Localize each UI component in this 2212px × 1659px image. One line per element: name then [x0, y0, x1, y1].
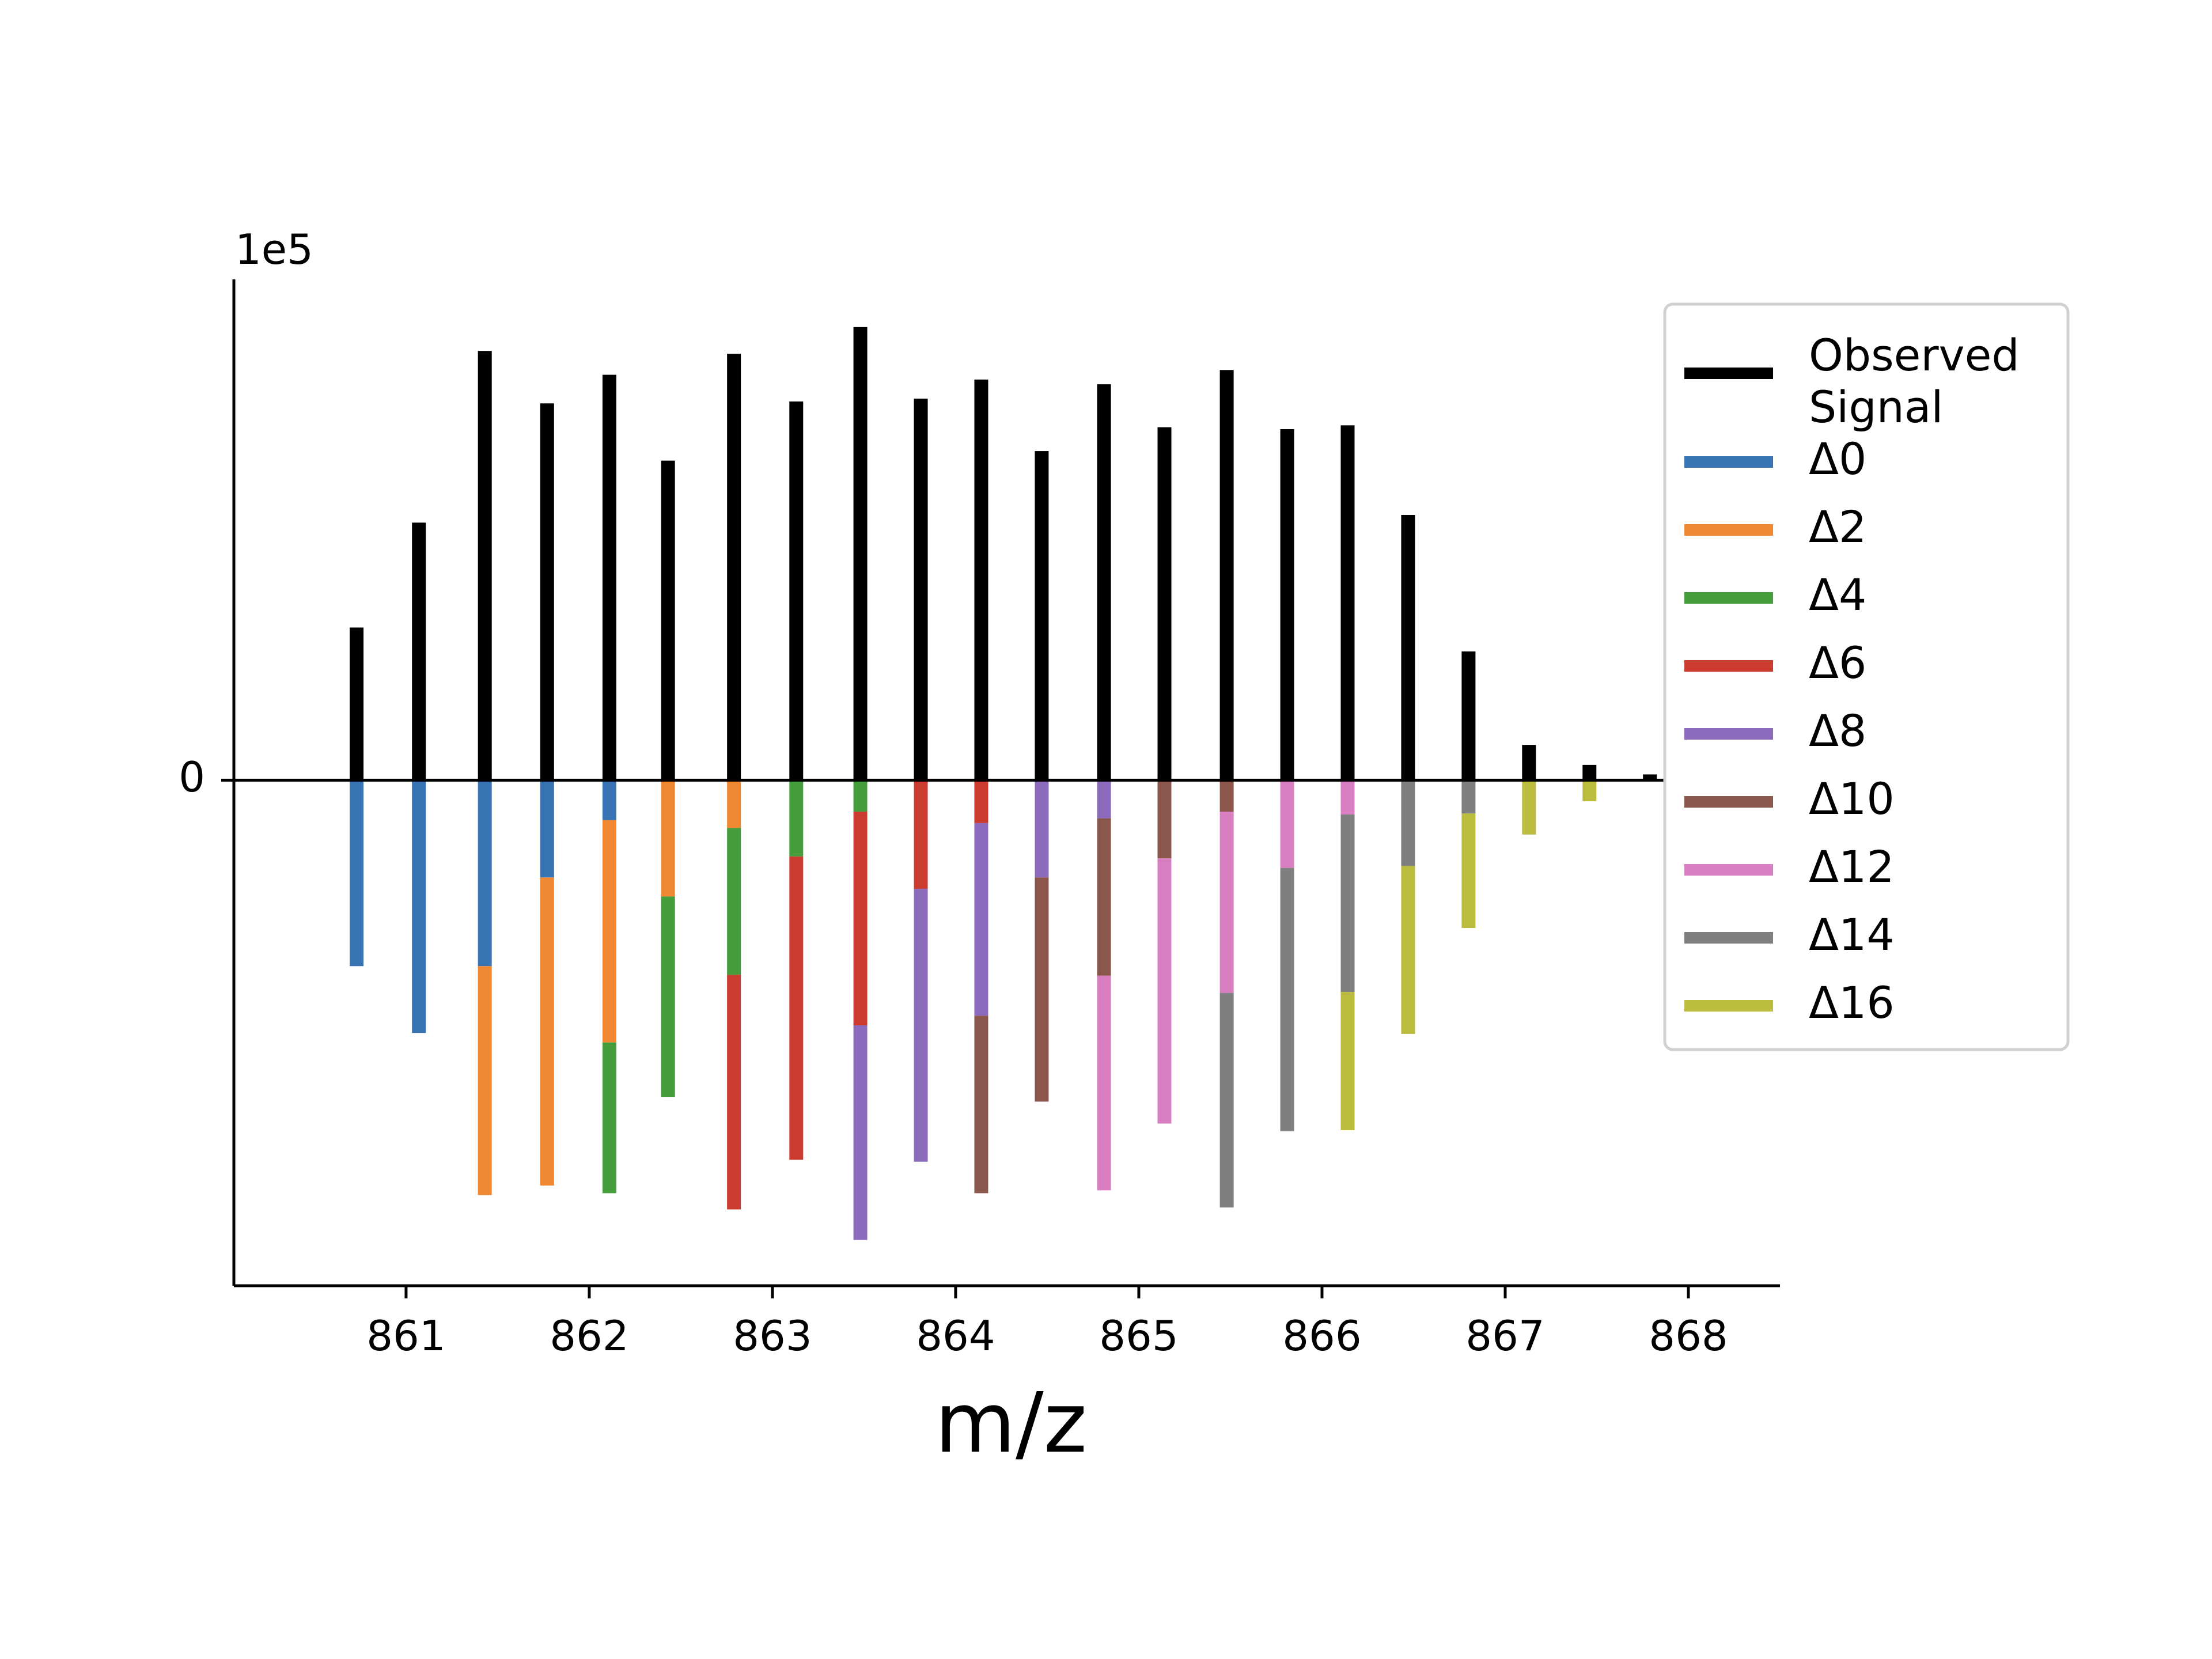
decomp-bar-segment-delta4: [602, 1042, 616, 1194]
legend-label-delta0: Δ0: [1809, 433, 1866, 484]
decomp-bar-segment-delta6: [853, 812, 868, 1025]
decomp-bar-segment-delta0: [350, 780, 364, 967]
decomp-bar-segment-delta4: [789, 780, 804, 857]
x-tick-label-868: 868: [1649, 1312, 1728, 1360]
x-tick-label-863: 863: [733, 1312, 812, 1360]
y-tick-label-0: 0: [179, 753, 205, 801]
decomp-bar-segment-delta12: [1157, 858, 1172, 1124]
decomp-bar-segment-delta0: [478, 780, 492, 967]
observed-bar: [1219, 370, 1234, 781]
legend-label-delta8: Δ8: [1809, 705, 1866, 756]
decomp-bar-segment-delta8: [974, 823, 988, 1016]
decomposition-bars: [350, 780, 1597, 1240]
decomp-bar-segment-delta0: [540, 780, 554, 878]
x-tick-label-861: 861: [366, 1312, 445, 1360]
decomp-bar-segment-delta0: [602, 780, 616, 820]
decomp-bar-segment-delta12: [1340, 780, 1355, 815]
legend-label-delta2: Δ2: [1809, 501, 1866, 552]
decomp-bar-segment-delta2: [602, 820, 616, 1043]
decomp-bar-segment-delta10: [1219, 780, 1234, 812]
observed-bar: [412, 522, 426, 781]
decomp-bar-segment-delta6: [727, 975, 741, 1210]
plot-area: 861 862 863 864 865 866 867 868 0 1e5 m/z: [179, 225, 1780, 1471]
observed-bar: [1097, 384, 1111, 781]
decomp-bar-segment-delta14: [1340, 814, 1355, 992]
observed-signal-bars: [350, 327, 1657, 781]
observed-bar: [1522, 745, 1536, 781]
decomp-bar-segment-delta14: [1280, 868, 1294, 1131]
observed-bar: [727, 354, 741, 781]
y-axis-zero-tick: 0: [179, 753, 234, 801]
decomp-bar-segment-delta12: [1219, 812, 1234, 993]
observed-bar: [1582, 764, 1597, 781]
observed-bar: [1035, 451, 1049, 781]
observed-bar: [789, 401, 804, 781]
decomp-bar-segment-delta2: [478, 966, 492, 1195]
legend-label-observed-line1: Observed: [1809, 329, 2020, 381]
x-tick-label-867: 867: [1465, 1312, 1544, 1360]
x-tick-label-862: 862: [550, 1312, 628, 1360]
decomp-bar-segment-delta12: [1097, 975, 1111, 1191]
observed-bar: [853, 327, 868, 781]
observed-bar: [1461, 651, 1476, 781]
legend-label-observed-line2: Signal: [1809, 381, 1943, 433]
decomp-bar-segment-delta6: [789, 856, 804, 1160]
decomp-bar-segment-delta10: [1157, 780, 1172, 859]
decomp-bar-segment-delta0: [412, 780, 426, 1033]
legend-label-delta4: Δ4: [1809, 569, 1866, 620]
decomp-bar-segment-delta4: [853, 780, 868, 812]
decomp-bar-segment-delta14: [1219, 993, 1234, 1208]
decomp-bar-segment-delta16: [1401, 866, 1415, 1034]
observed-bar: [914, 398, 928, 781]
decomp-bar-segment-delta2: [540, 877, 554, 1186]
x-axis-ticks: 861 862 863 864 865 866 867 868: [366, 1286, 1728, 1360]
observed-bar: [1643, 774, 1657, 781]
decomp-bar-segment-delta4: [661, 896, 675, 1097]
legend-label-delta6: Δ6: [1809, 637, 1866, 688]
observed-bar: [974, 379, 988, 781]
decomp-bar-segment-delta10: [1035, 877, 1049, 1102]
decomp-bar-segment-delta16: [1340, 991, 1355, 1131]
observed-bar: [1401, 515, 1415, 781]
legend-label-delta16: Δ16: [1809, 977, 1895, 1028]
decomp-bar-segment-delta14: [1401, 780, 1415, 866]
x-axis-title: m/z: [935, 1374, 1087, 1471]
decomp-bar-segment-delta10: [1097, 818, 1111, 976]
legend-label-delta10: Δ10: [1809, 773, 1895, 824]
decomp-bar-segment-delta10: [974, 1016, 988, 1194]
decomp-bar-segment-delta8: [1097, 780, 1111, 819]
observed-bar: [1340, 425, 1355, 781]
observed-bar: [478, 351, 492, 781]
decomp-bar-segment-delta14: [1461, 780, 1476, 814]
observed-bar: [661, 460, 675, 781]
observed-bar: [540, 403, 554, 781]
x-tick-label-865: 865: [1099, 1312, 1178, 1360]
observed-bar: [1280, 429, 1294, 781]
decomp-bar-segment-delta8: [853, 1025, 868, 1240]
decomp-bar-segment-delta8: [1035, 780, 1049, 878]
legend-frame: [1663, 302, 2070, 1051]
legend-label-delta12: Δ12: [1809, 841, 1895, 892]
decomp-bar-segment-delta6: [974, 780, 988, 823]
decomp-bar-segment-delta2: [727, 780, 741, 828]
decomp-bar-segment-delta2: [661, 780, 675, 897]
x-tick-label-866: 866: [1282, 1312, 1361, 1360]
decomp-bar-segment-delta4: [727, 828, 741, 975]
decomp-bar-segment-delta16: [1522, 780, 1536, 835]
decomp-bar-segment-delta16: [1582, 780, 1597, 801]
observed-bar: [1157, 427, 1172, 781]
x-tick-label-864: 864: [916, 1312, 995, 1360]
decomp-bar-segment-delta6: [914, 780, 928, 889]
decomp-bar-segment-delta16: [1461, 813, 1476, 929]
decomp-bar-segment-delta8: [914, 889, 928, 1162]
legend-label-delta14: Δ14: [1809, 909, 1895, 960]
observed-bar: [350, 627, 364, 781]
observed-bar: [602, 374, 616, 781]
y-axis-scale-label: 1e5: [235, 225, 313, 274]
decomp-bar-segment-delta12: [1280, 780, 1294, 868]
